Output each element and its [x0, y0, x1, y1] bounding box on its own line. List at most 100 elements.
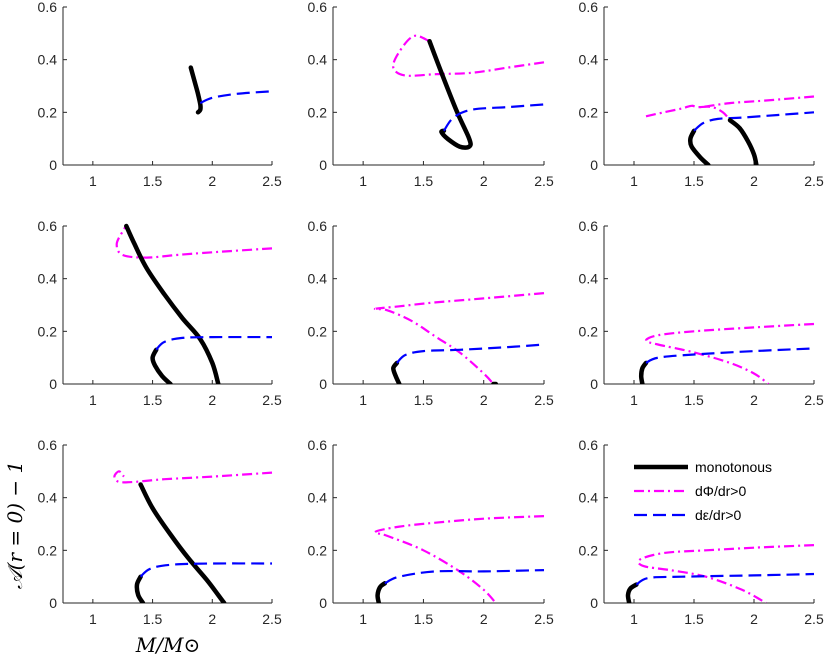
y-tick-label: 0.4	[579, 52, 599, 68]
y-tick-label: 0.6	[579, 437, 599, 453]
series-mono-curve	[150, 347, 173, 384]
series-phi-curve	[113, 470, 273, 484]
panel-2: 0 0.2 0.4 0.6 1 1.5 2 2.5	[308, 0, 554, 189]
panel-9: 0 0.2 0.4 0.6 1 1.5 2 2.5 monotonous dΦ/dr>0 dε/dr…	[579, 437, 824, 627]
x-tick-label: 1	[630, 173, 638, 189]
series-phi-curve	[637, 544, 815, 603]
y-tick-label: 0.4	[308, 271, 328, 287]
series-phi-curve	[373, 292, 545, 384]
series-mono-curve	[124, 223, 221, 384]
y-tick-label: 0.2	[308, 104, 328, 120]
panel-3: 0 0.2 0.4 0.6 1 1.5 2 2.5	[579, 0, 824, 189]
y-tick-label: 0	[49, 595, 57, 611]
series-mono-curve	[427, 38, 473, 150]
x-tick-label: 1	[359, 611, 367, 627]
y-axis-title: 𝒜(r = 0) − 1	[3, 461, 27, 589]
y-tick-label: 0.6	[38, 437, 58, 453]
series-eps-curve	[693, 111, 815, 132]
x-tick-label: 2	[750, 173, 758, 189]
x-tick-label: 1	[630, 392, 638, 408]
y-tick-label: 0.2	[38, 542, 58, 558]
panel-5: 0 0.2 0.4 0.6 1 1.5 2 2.5	[308, 218, 554, 408]
x-tick-label: 2.5	[804, 392, 824, 408]
x-tick-label: 2.5	[262, 392, 282, 408]
x-tick-label: 2	[480, 392, 488, 408]
panel-7: 0 0.2 0.4 0.6 1 1.5 2 2.5	[38, 437, 282, 627]
y-tick-label: 0.4	[38, 271, 58, 287]
x-tick-label: 1.5	[143, 173, 163, 189]
y-tick-label: 0.4	[38, 52, 58, 68]
y-tick-label: 0.6	[38, 0, 58, 15]
series-mono-curve	[625, 582, 639, 603]
x-tick-label: 2.5	[534, 611, 554, 627]
x-tick-label: 2	[208, 392, 216, 408]
series-mono-curve	[375, 581, 388, 603]
series-mono-curve	[727, 117, 759, 165]
y-tick-label: 0.2	[38, 323, 58, 339]
y-tick-label: 0.2	[38, 104, 58, 120]
y-tick-label: 0.4	[308, 490, 328, 506]
panel-6: 0 0.2 0.4 0.6 1 1.5 2 2.5	[579, 218, 824, 408]
y-tick-label: 0	[49, 376, 57, 392]
x-tick-label: 2.5	[262, 173, 282, 189]
x-tick-label: 1.5	[414, 611, 434, 627]
y-tick-label: 0.6	[308, 437, 328, 453]
series-eps-curve	[155, 335, 273, 351]
series-mono-curve	[687, 128, 711, 165]
series-phi-curve	[645, 95, 815, 118]
series-eps-curve	[396, 343, 545, 364]
x-tick-label: 2.5	[534, 173, 554, 189]
y-tick-label: 0.2	[308, 542, 328, 558]
legend-label-eps: dε/dr>0	[695, 507, 742, 523]
y-tick-label: 0.2	[579, 542, 599, 558]
x-tick-label: 1.5	[143, 392, 163, 408]
x-tick-label: 1	[89, 392, 97, 408]
series-phi-curve	[115, 225, 273, 259]
y-tick-label: 0	[590, 376, 598, 392]
x-tick-label: 1.5	[684, 611, 704, 627]
x-tick-label: 2	[750, 611, 758, 627]
x-tick-label: 1	[359, 173, 367, 189]
x-tick-label: 2	[480, 611, 488, 627]
series-eps-curve	[139, 562, 273, 578]
series-eps-curve	[442, 103, 545, 132]
y-tick-label: 0.4	[38, 490, 58, 506]
y-tick-label: 0	[319, 376, 327, 392]
legend: monotonous dΦ/dr>0 dε/dr>0	[634, 459, 772, 523]
series-eps-curve	[645, 347, 815, 364]
x-tick-label: 2	[750, 392, 758, 408]
series-mono-curve	[638, 360, 649, 384]
y-tick-label: 0	[319, 595, 327, 611]
x-tick-label: 2.5	[804, 173, 824, 189]
panel-4: 0 0.2 0.4 0.6 1 1.5 2 2.5	[38, 218, 282, 408]
x-tick-label: 2	[208, 173, 216, 189]
x-tick-label: 1	[89, 173, 97, 189]
y-tick-label: 0.2	[308, 323, 328, 339]
x-tick-label: 1.5	[684, 173, 704, 189]
x-tick-label: 1.5	[143, 611, 163, 627]
x-tick-label: 2	[480, 173, 488, 189]
x-axis-title: M/M⊙	[135, 633, 200, 657]
legend-label-phi: dΦ/dr>0	[695, 483, 746, 499]
x-tick-label: 2.5	[804, 611, 824, 627]
y-tick-label: 0.2	[579, 104, 599, 120]
y-tick-label: 0.4	[308, 52, 328, 68]
x-tick-label: 1	[630, 611, 638, 627]
y-tick-label: 0	[590, 595, 598, 611]
x-tick-label: 1.5	[414, 173, 434, 189]
series-mono-curve	[138, 482, 227, 603]
x-tick-label: 2	[208, 611, 216, 627]
series-eps-curve	[384, 569, 545, 585]
series-mono-curve	[134, 574, 146, 603]
x-tick-label: 1	[359, 392, 367, 408]
x-tick-label: 1	[89, 611, 97, 627]
legend-label-mono: monotonous	[695, 459, 772, 475]
series-eps-curve	[635, 572, 815, 586]
series-phi-curve	[699, 105, 731, 121]
series-mono-curve	[391, 360, 402, 384]
y-tick-label: 0.6	[579, 218, 599, 234]
series-mono-curve	[188, 65, 203, 115]
series-phi-curve	[373, 515, 545, 603]
series-phi-curve	[644, 322, 815, 384]
